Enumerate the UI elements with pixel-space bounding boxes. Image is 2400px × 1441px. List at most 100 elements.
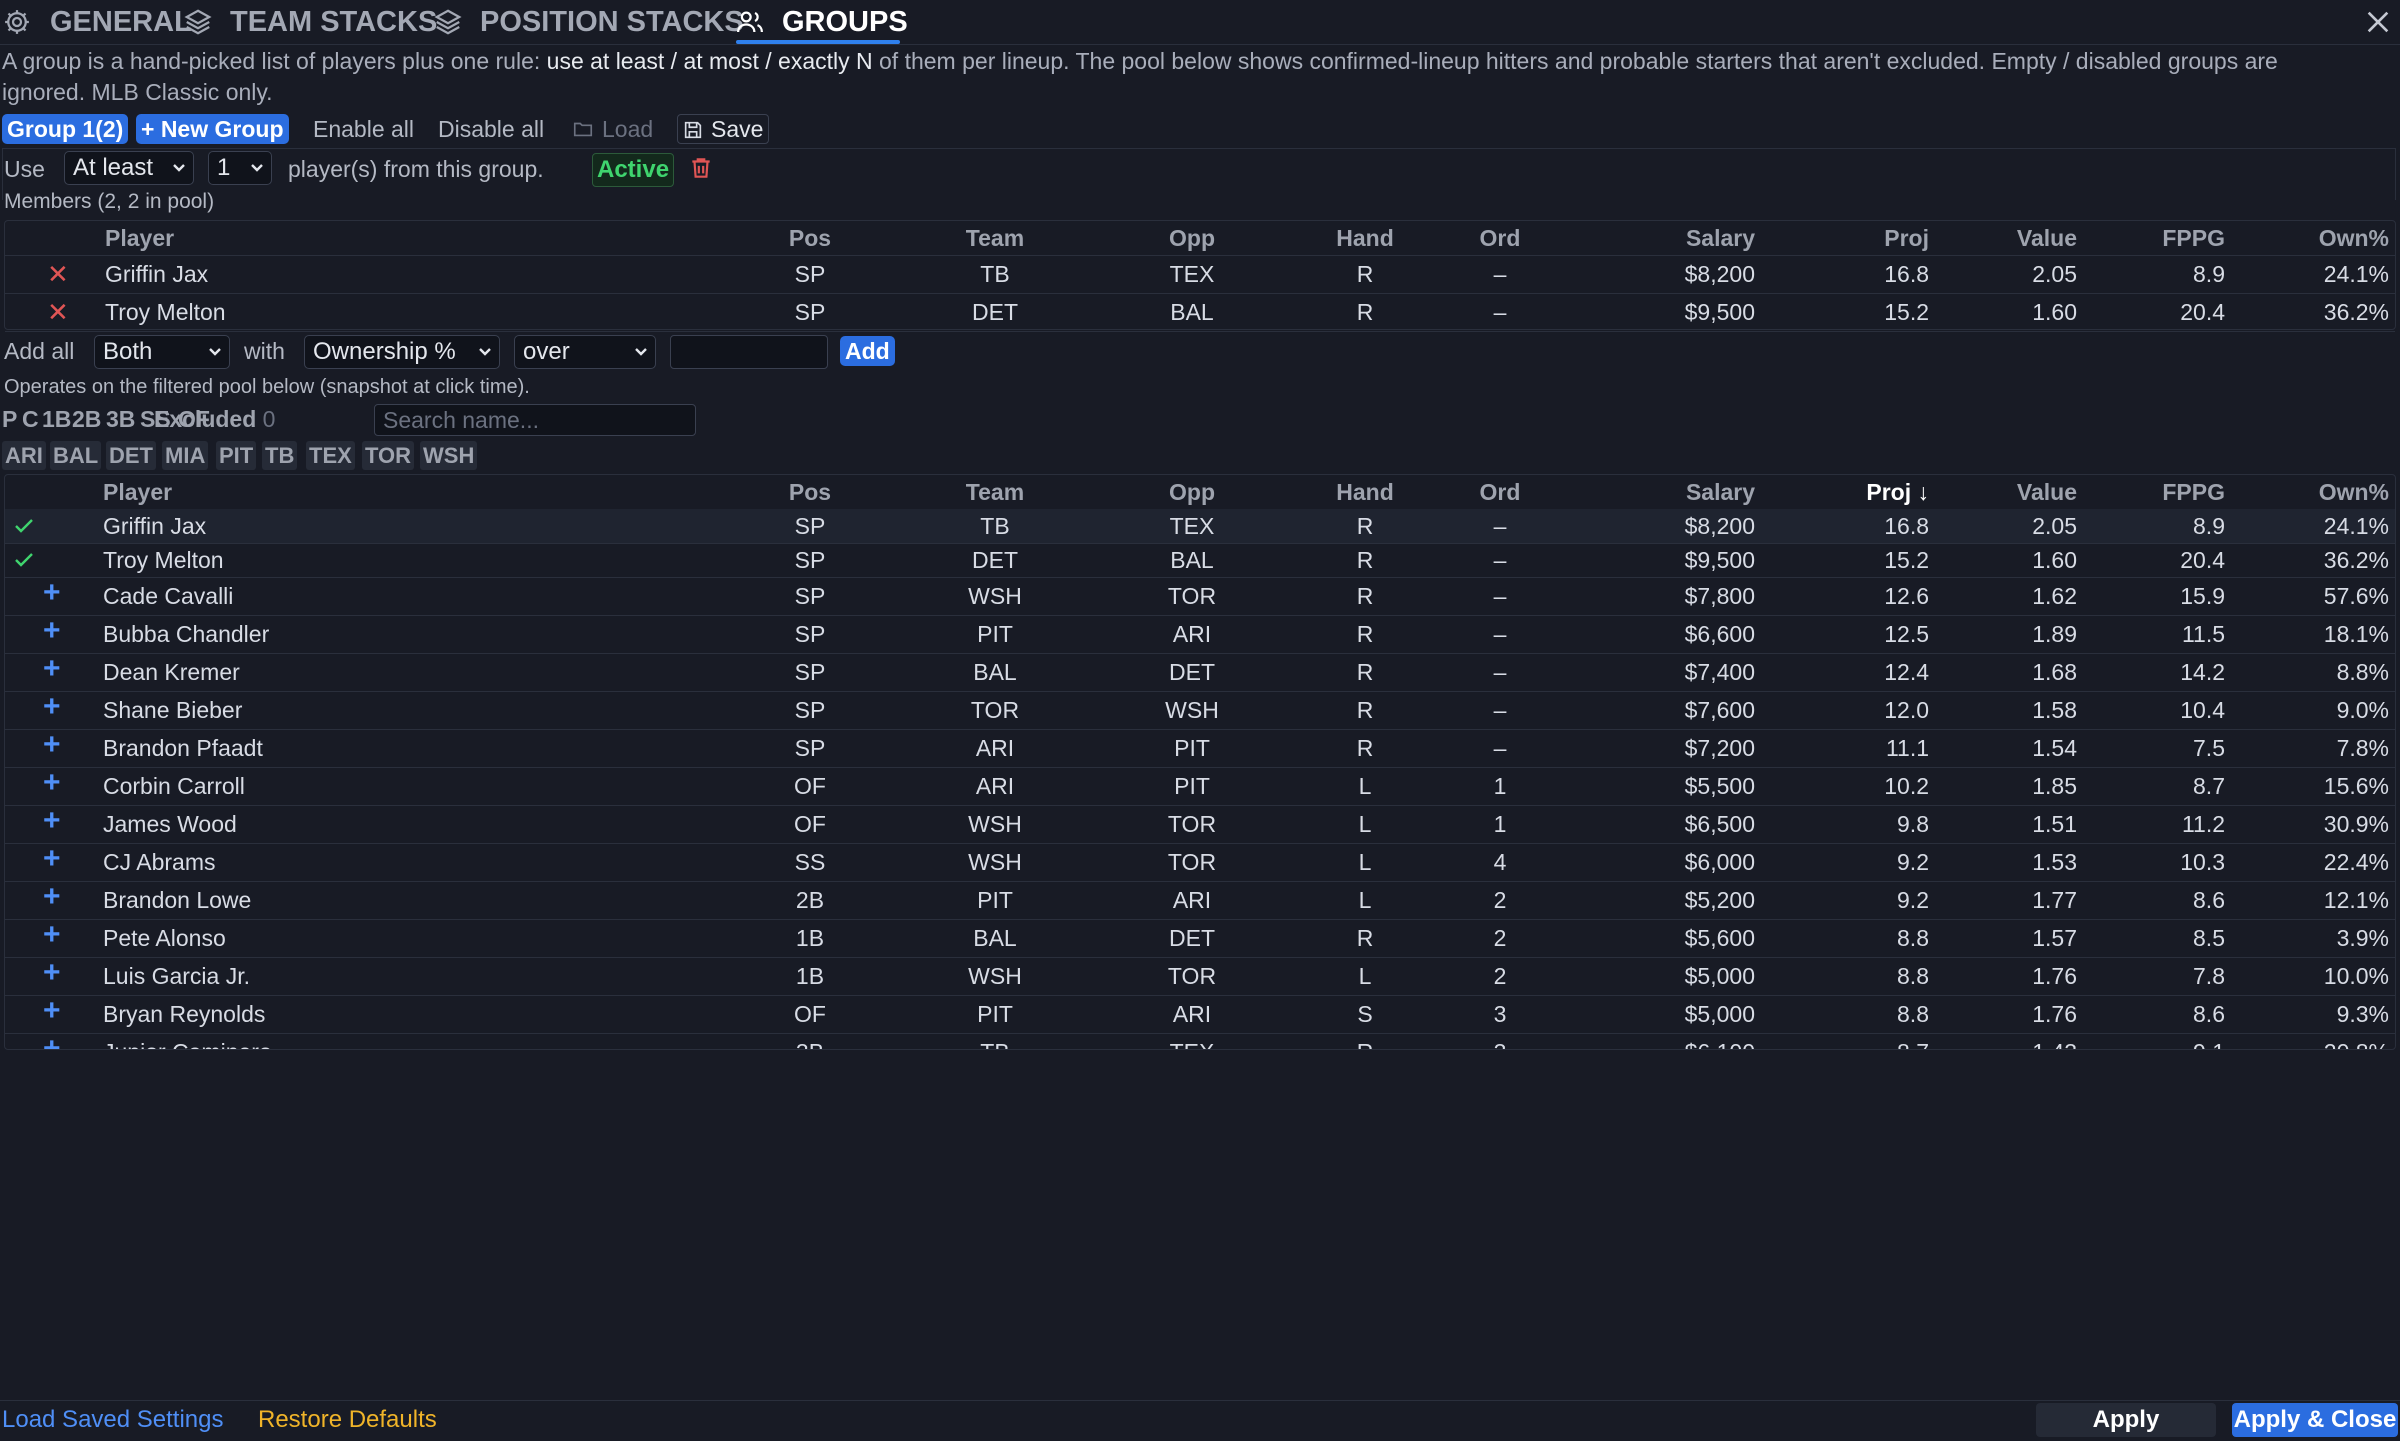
hand-select[interactable]: Both	[94, 335, 230, 369]
position-filter-ss[interactable]: SS	[140, 406, 171, 432]
add-player-icon[interactable]: +	[43, 652, 61, 685]
table-row[interactable]: + Bubba Chandler SP PIT ARI R – $6,600 12.5 1.89 1…	[5, 614, 2395, 654]
col-proj[interactable]: Proj	[1884, 225, 1929, 251]
add-player-icon[interactable]: +	[43, 956, 61, 989]
table-row[interactable]: + Corbin Carroll OF ARI PIT L 1 $5,500 10.2 1.85 8…	[5, 766, 2395, 806]
tab-groups[interactable]: GROUPS	[782, 6, 908, 38]
table-row[interactable]: + Junior Caminero 3B TB TEX R3 $6,100 8.7 1.43 9.…	[5, 1032, 2395, 1050]
col-own[interactable]: Own%	[2318, 225, 2389, 251]
enable-all-button[interactable]: Enable all	[313, 116, 415, 142]
col-fppg[interactable]: FPPG	[2162, 479, 2225, 505]
col-ord[interactable]: Ord	[1479, 479, 1521, 505]
add-player-icon[interactable]: +	[43, 728, 61, 761]
active-toggle[interactable]: Active	[592, 153, 675, 187]
player-proj: 9.8	[1897, 811, 1929, 837]
restore-defaults-link[interactable]: Restore Defaults	[258, 1406, 437, 1433]
add-player-icon[interactable]: +	[43, 766, 61, 799]
table-row[interactable]: + Bryan Reynolds OF PIT ARI S 3 $5,000 8.8 1.76 8.…	[5, 994, 2395, 1034]
col-value[interactable]: Value	[2016, 225, 2077, 251]
comparator-select[interactable]: over	[514, 335, 656, 369]
add-player-icon[interactable]: +	[43, 1032, 61, 1050]
new-group-button[interactable]: + New Group	[136, 114, 289, 144]
add-button[interactable]: Add	[840, 336, 895, 366]
load-button[interactable]: Load	[602, 116, 654, 142]
rule-count-select[interactable]: 1	[208, 151, 272, 185]
add-player-icon[interactable]: +	[43, 576, 61, 609]
metric-select[interactable]: Ownership %	[304, 335, 500, 369]
col-fppg[interactable]: FPPG	[2162, 225, 2225, 251]
position-filter-of[interactable]: OF	[178, 406, 210, 432]
close-icon[interactable]	[2362, 6, 2394, 38]
table-row[interactable]: Troy Melton SP DET BAL R – $9,500 15.2 1.60 20.4 3…	[5, 543, 2395, 578]
col-pos[interactable]: Pos	[788, 225, 832, 251]
add-player-icon[interactable]: +	[43, 614, 61, 647]
table-row[interactable]: + Pete Alonso 1B BAL DET R 2 $5,600 8.8 1.57 8.5 3.…	[5, 918, 2395, 958]
position-filter-3b[interactable]: 3B	[106, 406, 136, 432]
excluded-filter[interactable]: Excluded 0	[154, 404, 275, 434]
load-saved-settings-link[interactable]: Load Saved Settings	[2, 1406, 224, 1433]
trash-icon[interactable]	[688, 154, 714, 182]
add-player-icon[interactable]: +	[43, 842, 61, 875]
remove-icon[interactable]: ✕	[47, 297, 69, 327]
table-row[interactable]: + Brandon Pfaadt SP ARI PIT R – $7,200 11.1 1.54 7…	[5, 728, 2395, 768]
table-row[interactable]: + Cade Cavalli SP WSH TOR R – $7,800 12.6 1.62 15.…	[5, 576, 2395, 616]
threshold-input[interactable]	[670, 335, 828, 369]
col-opp[interactable]: Opp	[1169, 479, 1215, 505]
tab-position-stacks[interactable]: POSITION STACKS	[480, 6, 744, 38]
col-own[interactable]: Own%	[2318, 479, 2389, 505]
team-filter-tor[interactable]: TOR	[362, 441, 415, 470]
table-row[interactable]: + Luis Garcia Jr. 1B WSH TOR L 2 $5,000 8.8 1.76 7…	[5, 956, 2395, 996]
disable-all-button[interactable]: Disable all	[438, 116, 545, 142]
table-row[interactable]: ✕ Griffin Jax SP TB TEX R – $8,200 16.8 2.05 8.9 24…	[5, 255, 2395, 294]
col-value[interactable]: Value	[2016, 479, 2077, 505]
position-filter-p[interactable]: P	[2, 406, 18, 432]
position-filter-2b[interactable]: 2B	[72, 406, 102, 432]
table-row[interactable]: + Dean Kremer SP BAL DET R – $7,400 12.4 1.68 14.2…	[5, 652, 2395, 692]
apply-close-button[interactable]: Apply & Close	[2232, 1403, 2398, 1437]
col-team[interactable]: Team	[965, 479, 1025, 505]
add-player-icon[interactable]: +	[43, 994, 61, 1027]
save-button[interactable]: Save	[677, 114, 769, 144]
team-filter-wsh[interactable]: WSH	[420, 441, 478, 470]
col-pos[interactable]: Pos	[788, 479, 832, 505]
team-filter-pit[interactable]: PIT	[216, 441, 257, 470]
table-row[interactable]: + CJ Abrams SS WSH TOR L 4 $6,000 9.2 1.53 10.3 22.…	[5, 842, 2395, 882]
add-player-icon[interactable]: +	[43, 880, 61, 913]
team-filter-tb[interactable]: TB	[262, 441, 298, 470]
group-1-button[interactable]: Group 1(2)	[2, 114, 129, 144]
tab-general[interactable]: GENERAL	[50, 6, 192, 38]
position-filter-c[interactable]: C	[22, 406, 39, 432]
team-filter-bal[interactable]: BAL	[50, 441, 102, 470]
tab-team-stacks[interactable]: TEAM STACKS	[230, 6, 438, 38]
add-player-icon[interactable]: +	[43, 918, 61, 951]
check-icon[interactable]	[13, 543, 35, 586]
col-salary[interactable]: Salary	[1685, 479, 1755, 505]
team-filter-tex[interactable]: TEX	[306, 441, 355, 470]
col-opp[interactable]: Opp	[1169, 225, 1215, 251]
team-filter-ari[interactable]: ARI	[2, 441, 46, 470]
check-icon[interactable]	[13, 509, 35, 552]
col-hand[interactable]: Hand	[1336, 225, 1394, 251]
add-player-icon[interactable]: +	[43, 690, 61, 723]
table-row[interactable]: + Brandon Lowe 2B PIT ARI L 2 $5,200 9.2 1.77 8.6 1…	[5, 880, 2395, 920]
col-salary[interactable]: Salary	[1685, 225, 1755, 251]
team-filter-det[interactable]: DET	[106, 441, 156, 470]
col-player[interactable]: Player	[103, 479, 173, 505]
add-player-icon[interactable]: +	[43, 804, 61, 837]
rule-mode-select[interactable]: At least	[64, 151, 194, 185]
col-player[interactable]: Player	[105, 225, 175, 251]
position-filter-1b[interactable]: 1B	[42, 406, 72, 432]
team-filter-mia[interactable]: MIA	[162, 441, 209, 470]
table-row[interactable]: + Shane Bieber SP TOR WSH R – $7,600 12.0 1.58 10.…	[5, 690, 2395, 730]
col-hand[interactable]: Hand	[1336, 479, 1394, 505]
apply-button[interactable]: Apply	[2036, 1403, 2216, 1437]
col-team[interactable]: Team	[965, 225, 1025, 251]
table-row[interactable]: Griffin Jax SP TB TEX R – $8,200 16.8 2.05 8.9 24.…	[5, 509, 2395, 544]
col-proj-sorted[interactable]: Proj ↓	[1866, 479, 1929, 505]
table-row[interactable]: ✕ Troy Melton SP DET BAL R – $9,500 15.2 1.60 20.4…	[5, 293, 2395, 332]
remove-icon[interactable]: ✕	[47, 259, 69, 289]
col-ord[interactable]: Ord	[1479, 225, 1521, 251]
search-input[interactable]	[374, 404, 696, 436]
table-row[interactable]: + James Wood OF WSH TOR L 1 $6,500 9.8 1.51 11.2 30…	[5, 804, 2395, 844]
player-fppg: 11.2	[2181, 811, 2225, 837]
